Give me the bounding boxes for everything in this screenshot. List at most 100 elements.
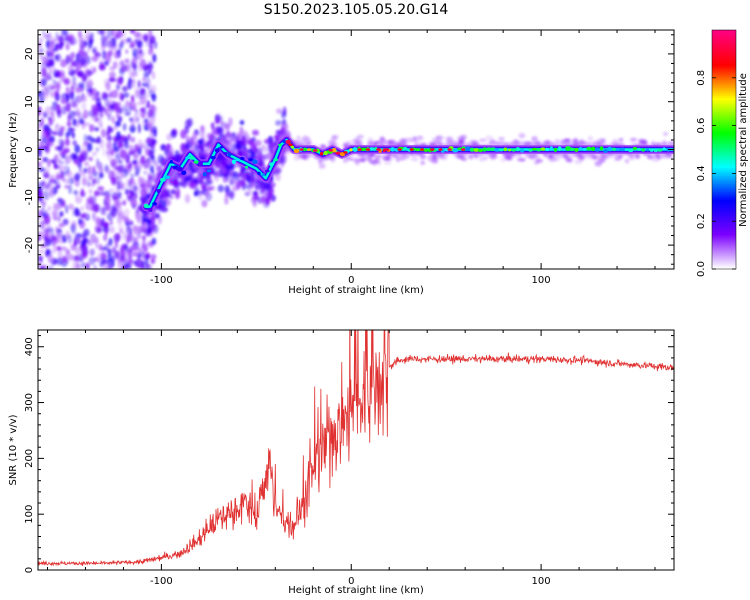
spectral-cell bbox=[138, 175, 142, 186]
spectral-cell bbox=[83, 167, 88, 173]
spectral-cell bbox=[567, 157, 573, 163]
spectral-cell bbox=[296, 135, 301, 139]
spectral-cell bbox=[646, 154, 652, 159]
x-tick-label: 100 bbox=[532, 275, 551, 286]
colorbar-swatch bbox=[712, 151, 736, 154]
spectral-cell bbox=[108, 188, 114, 194]
colorbar-swatch bbox=[712, 213, 736, 216]
spectral-cell bbox=[250, 176, 256, 183]
spectral-cell bbox=[130, 30, 136, 34]
spectral-cell bbox=[667, 141, 674, 145]
ridge-peak bbox=[193, 160, 199, 164]
spectral-cell bbox=[78, 87, 85, 92]
spectral-cell bbox=[140, 88, 147, 99]
ridge-peak bbox=[368, 147, 375, 150]
spectral-cell bbox=[215, 119, 220, 124]
spectral-cell bbox=[535, 159, 544, 163]
spectral-cell bbox=[124, 243, 129, 250]
ridge-peak bbox=[403, 146, 408, 151]
ridge-peak bbox=[460, 148, 466, 151]
spectral-cell bbox=[59, 165, 63, 172]
spectral-cell bbox=[147, 63, 152, 70]
spectral-cell bbox=[96, 158, 100, 165]
spectral-cell bbox=[224, 195, 229, 205]
spectral-cell bbox=[267, 135, 274, 144]
spectral-cell bbox=[131, 73, 139, 78]
spectral-cell bbox=[57, 216, 61, 222]
spectral-cell bbox=[518, 132, 526, 139]
spectral-cell bbox=[96, 97, 102, 106]
spectral-cell bbox=[641, 140, 648, 145]
spectral-cell bbox=[145, 159, 153, 164]
spectral-cell bbox=[129, 144, 134, 152]
ridge-peak bbox=[477, 148, 483, 153]
spectral-cell bbox=[72, 258, 78, 266]
spectral-cell bbox=[74, 144, 81, 154]
spectral-cell bbox=[231, 185, 238, 192]
spectral-cell bbox=[122, 92, 130, 98]
spectral-cell bbox=[147, 109, 154, 118]
colorbar-label: Normalized spectral amplitude bbox=[738, 73, 749, 227]
spectral-cell bbox=[479, 138, 487, 142]
spectral-cell bbox=[71, 81, 78, 89]
spectral-cell bbox=[654, 153, 660, 158]
spectral-cell bbox=[158, 215, 162, 225]
spectral-cell bbox=[342, 158, 348, 164]
ridge-peak bbox=[415, 148, 421, 152]
ridge-peak bbox=[516, 147, 520, 152]
ridge-peak bbox=[323, 150, 329, 156]
spectral-cell bbox=[120, 39, 125, 45]
spectral-cell bbox=[531, 141, 537, 145]
spectral-cell bbox=[587, 135, 594, 141]
spectral-cell bbox=[663, 131, 669, 136]
colorbar-swatch bbox=[712, 157, 736, 160]
spectral-cell bbox=[92, 68, 96, 74]
spectral-cell bbox=[367, 137, 374, 143]
spectral-cell bbox=[491, 139, 496, 145]
spectral-cell bbox=[572, 138, 579, 144]
ridge-peak bbox=[611, 147, 617, 151]
spectral-cell bbox=[634, 153, 641, 159]
spectral-cell bbox=[151, 159, 156, 165]
spectral-cell bbox=[170, 129, 177, 139]
colorbar-swatch bbox=[712, 37, 736, 41]
ridge-peak bbox=[231, 159, 236, 165]
spectral-cell bbox=[48, 174, 56, 182]
spectral-cell bbox=[129, 124, 136, 133]
spectral-cell bbox=[132, 63, 138, 71]
y-tick-label: -20 bbox=[24, 237, 35, 253]
spectral-cell bbox=[196, 174, 202, 181]
spectral-cell bbox=[485, 135, 494, 141]
spectral-cell bbox=[103, 211, 107, 217]
spectral-cell bbox=[64, 179, 70, 184]
spectral-cell bbox=[82, 109, 89, 119]
x-tick-label: 0 bbox=[348, 275, 354, 286]
colorbar-swatch bbox=[712, 47, 736, 51]
spectral-cell bbox=[139, 58, 147, 69]
colorbar-swatch bbox=[712, 175, 736, 178]
spectral-cell bbox=[85, 262, 90, 269]
colorbar-swatch bbox=[712, 223, 736, 226]
ridge-peak bbox=[430, 148, 435, 151]
spectral-cell bbox=[111, 116, 116, 124]
spectral-cell bbox=[100, 190, 104, 196]
spectral-cell bbox=[239, 120, 245, 126]
spectral-cell bbox=[45, 249, 51, 256]
spectral-cell bbox=[145, 139, 153, 144]
spectral-cell bbox=[76, 61, 80, 72]
spectral-cell bbox=[240, 135, 247, 145]
colorbar-swatch bbox=[712, 265, 736, 268]
spectral-cell bbox=[56, 246, 62, 251]
spectral-cell bbox=[77, 70, 84, 77]
spectral-cell bbox=[60, 160, 65, 166]
spectral-cell bbox=[140, 188, 147, 198]
colorbar-swatch bbox=[712, 99, 736, 103]
ridge-peak bbox=[494, 148, 501, 152]
spectral-cell bbox=[92, 177, 96, 185]
ridge-peak bbox=[189, 156, 195, 160]
spectral-cell bbox=[91, 55, 99, 62]
spectral-cell bbox=[112, 38, 116, 46]
spectral-cell bbox=[153, 41, 158, 49]
colorbar-swatch bbox=[712, 227, 736, 230]
spectral-cell bbox=[87, 241, 94, 246]
